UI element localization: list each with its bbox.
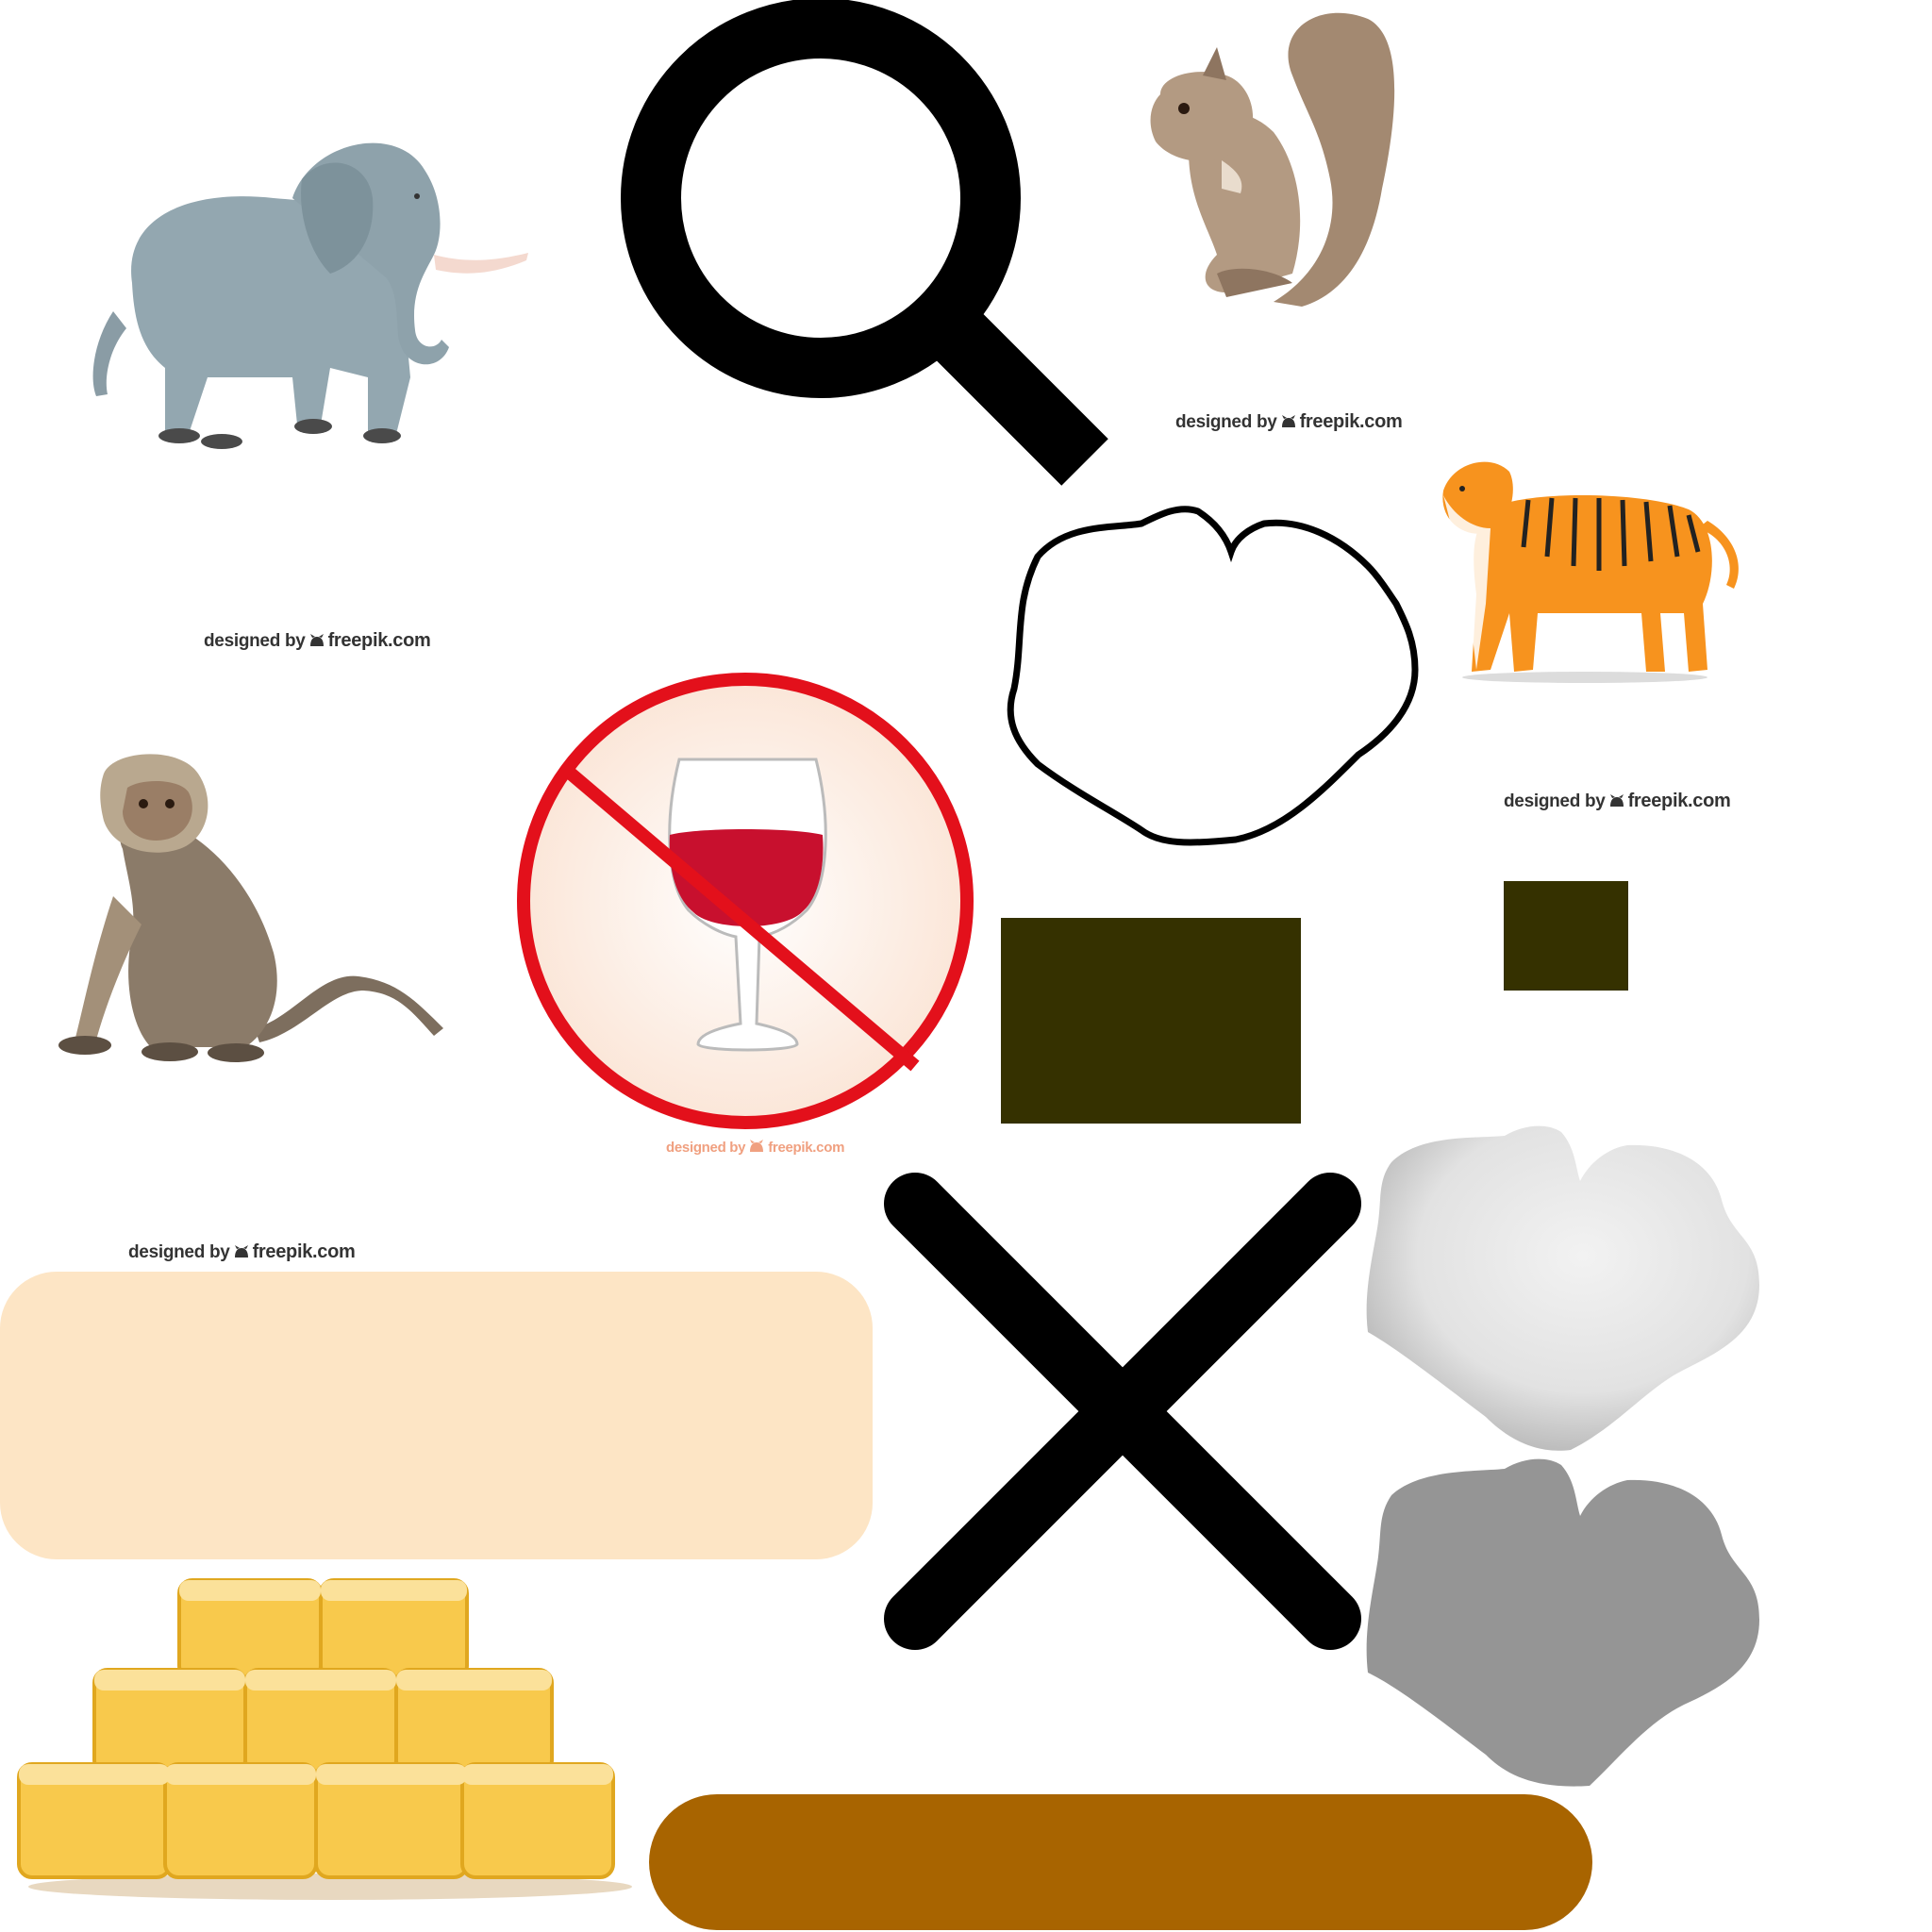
- credit-no-alcohol: designed by freepik.com: [666, 1140, 844, 1156]
- close-icon: [877, 1166, 1368, 1657]
- credit-prefix: designed by: [128, 1242, 230, 1262]
- credit-site: freepik.com: [327, 630, 431, 651]
- rock-shape-light: [1363, 1124, 1769, 1455]
- monkey-illustration: [38, 745, 462, 1085]
- credit-site: freepik.com: [1299, 411, 1403, 432]
- freepik-logo-icon: [234, 1245, 248, 1257]
- panel-large: [1001, 918, 1301, 1124]
- credit-prefix: designed by: [1504, 791, 1606, 811]
- freepik-logo-icon: [1609, 794, 1624, 807]
- freepik-logo-icon: [750, 1140, 764, 1152]
- search-icon: [621, 0, 1113, 491]
- credit-elephant: designed by freepik.com: [204, 630, 431, 652]
- credit-prefix: designed by: [666, 1140, 746, 1156]
- rock-outline-shape: [1000, 500, 1434, 868]
- credit-tiger: designed by freepik.com: [1504, 791, 1731, 812]
- credit-monkey: designed by freepik.com: [128, 1241, 356, 1263]
- credit-site: freepik.com: [1627, 791, 1731, 811]
- hay-bales-illustration: [17, 1566, 641, 1901]
- credit-prefix: designed by: [204, 631, 306, 651]
- panel-small: [1504, 881, 1628, 991]
- credit-site: freepik.com: [768, 1140, 845, 1156]
- banner-cream: [0, 1272, 873, 1559]
- rock-shape-dark: [1363, 1457, 1769, 1792]
- credit-squirrel: designed by freepik.com: [1175, 411, 1403, 433]
- freepik-logo-icon: [309, 634, 324, 646]
- tiger-illustration: [1434, 453, 1755, 689]
- no-alcohol-sign: [509, 665, 981, 1137]
- bar-brown: [649, 1794, 1592, 1930]
- credit-prefix: designed by: [1175, 412, 1277, 432]
- freepik-logo-icon: [1281, 415, 1295, 427]
- credit-site: freepik.com: [252, 1241, 356, 1262]
- elephant-illustration: [85, 94, 538, 462]
- squirrel-illustration: [1132, 9, 1396, 321]
